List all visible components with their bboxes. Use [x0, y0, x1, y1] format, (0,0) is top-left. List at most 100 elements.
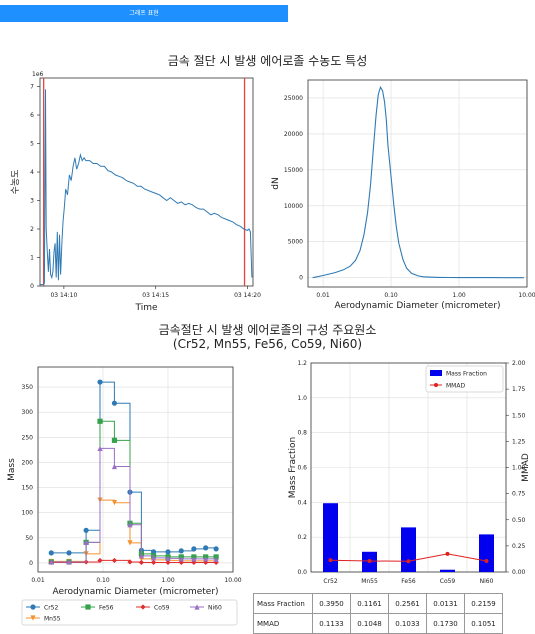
y-tick-label: 25000: [284, 95, 303, 102]
legend-label: Cr52: [44, 605, 58, 612]
data-point-mn55: [127, 540, 133, 546]
data-point-ni60: [213, 556, 219, 563]
mmad-point-cr52: [328, 558, 333, 563]
data-point-cr52: [97, 379, 103, 385]
legend-marker: [140, 604, 146, 610]
legend-box: [425, 365, 504, 393]
series-line-ni60: [51, 447, 217, 563]
y-tick-label: 7: [30, 84, 34, 91]
table-cell: 0.1133: [312, 613, 351, 634]
data-point-cr52: [111, 400, 118, 406]
x-axis-label: Aerodynamic Diameter (micrometer): [334, 301, 500, 311]
table-row: Mass Fraction 0.3950 0.1161 0.2561 0.013…: [253, 593, 503, 614]
y-tick-label: 0.2: [297, 534, 307, 541]
legend-label: Ni60: [208, 605, 222, 612]
plot-frame: [37, 366, 234, 573]
table-cell: 0.1161: [350, 593, 389, 614]
plot-frame: [307, 79, 528, 288]
legend-box: [21, 599, 238, 626]
table-cell: 0.2159: [464, 593, 503, 614]
plot-frame: [39, 77, 254, 287]
x-tick-label: 03 14:20: [234, 292, 261, 299]
data-point-ni60: [203, 556, 209, 562]
y-tick-label: 0.0: [297, 569, 307, 576]
data-point-mn55: [111, 500, 118, 506]
data-point-ni60: [111, 463, 118, 470]
series-line: [40, 89, 253, 286]
y-tick-label: 10000: [284, 203, 303, 210]
legend-marker: [194, 604, 200, 610]
section2-title-line2: (Cr52, Mn55, Fe56, Co59, Ni60): [172, 337, 363, 351]
y-axis-label: Mass Fraction: [288, 437, 298, 498]
y-tick-label: 350: [22, 384, 34, 391]
y-axis-label: 수농도: [10, 170, 21, 195]
data-point-co59: [203, 559, 209, 566]
data-point-ni60: [48, 559, 54, 565]
bar-ni60: [479, 534, 494, 572]
y-axis-label: Mass: [7, 458, 17, 481]
y-axis-label: dN: [271, 177, 281, 189]
legend-label: Fe56: [99, 605, 114, 612]
x-tick-label: Ni60: [480, 578, 494, 585]
data-point-co59: [213, 559, 219, 566]
row-label: Mass Fraction: [253, 593, 313, 614]
data-point-fe56: [111, 437, 118, 443]
y-tick-label: 0: [29, 560, 33, 567]
y-tick-label: 100: [22, 510, 34, 517]
y-tick-label: 150: [22, 485, 34, 492]
table-cell: 0.1051: [464, 613, 503, 634]
data-point-ni60: [127, 522, 133, 528]
mmad-point-co59: [445, 551, 450, 556]
data-point-ni60: [150, 555, 157, 561]
y-tick-label: 0: [299, 275, 303, 282]
x-tick-label: 03 14:10: [50, 292, 77, 299]
legend-label: Mn55: [44, 616, 61, 623]
y-tick-label: 300: [22, 409, 34, 416]
y-tick-label: 1.2: [297, 360, 307, 367]
y2-tick-label: 0.75: [512, 491, 526, 498]
y-tick-label: 6: [30, 112, 34, 119]
table-cell: 0.1033: [388, 613, 427, 634]
y-tick-label: 1.0: [297, 395, 307, 402]
x-tick-label: 0.01: [31, 577, 45, 584]
y-tick-label: 5000: [288, 239, 303, 246]
bar-cr52: [323, 503, 338, 572]
series-line-cr52: [51, 381, 217, 554]
legend-label: Co59: [154, 605, 170, 612]
data-point-co59: [178, 559, 184, 566]
series-line: [312, 85, 524, 279]
mmad-point-ni60: [484, 559, 489, 564]
table-cell: 0.1048: [350, 613, 389, 634]
x-axis-label: Aerodynamic Diameter (micrometer): [52, 587, 218, 597]
data-point-ni60: [191, 556, 197, 562]
data-point-cr52: [178, 548, 184, 554]
data-point-co59: [165, 559, 171, 566]
table-cell: 0.1730: [426, 613, 465, 634]
data-point-cr52: [191, 546, 197, 552]
data-point-co59: [150, 559, 157, 566]
row-label: MMAD: [253, 613, 313, 634]
data-point-cr52: [203, 545, 209, 551]
y-tick-label: 0.4: [297, 499, 307, 506]
x-tick-label: 1.00: [161, 577, 175, 584]
data-point-co59: [191, 559, 197, 566]
legend-label: MMAD: [446, 383, 465, 390]
bar-fe56: [401, 527, 416, 572]
data-point-co59: [111, 557, 118, 564]
x-tick-label: 1.00: [452, 292, 466, 299]
y2-tick-label: 0.25: [512, 543, 526, 550]
bar-co59: [440, 569, 455, 572]
draw-graph-button[interactable]: 그래프 표현: [0, 5, 288, 22]
legend-marker: [30, 615, 36, 621]
y2-axis-label: MMAD: [521, 453, 531, 482]
legend-marker: [30, 604, 36, 610]
data-point-ni60: [83, 539, 89, 545]
y-tick-label: 15000: [284, 167, 303, 174]
x-tick-label: 0.01: [316, 292, 330, 299]
y2-tick-label: 1.00: [512, 465, 526, 472]
mass-fraction-mmad-chart: 0.0 0.2 0.4 0.6 0.8 1.0 1.2 0.00 0.25 0.50 0.75 1.0…: [288, 360, 531, 585]
y2-tick-label: 0.00: [512, 569, 526, 576]
y-tick-label: 2: [30, 226, 34, 233]
legend-marker: [85, 604, 91, 610]
mmad-point-mn55: [367, 559, 372, 564]
